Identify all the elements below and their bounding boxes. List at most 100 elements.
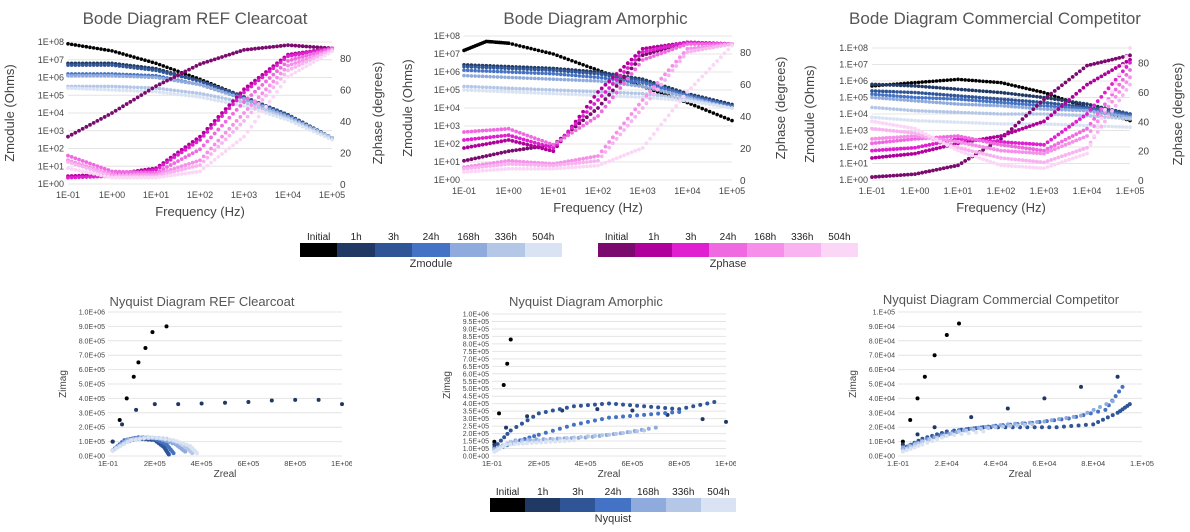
zphase-point: [462, 166, 466, 171]
zmodule-point: [888, 116, 892, 121]
zmodule-point: [895, 97, 899, 102]
zmodule-point: [84, 63, 89, 67]
zphase-point: [614, 78, 619, 82]
zmodule-point: [480, 88, 485, 93]
zphase-point: [963, 147, 968, 152]
zphase-point: [110, 169, 114, 174]
zphase-point: [1034, 159, 1039, 164]
nyquist-point: [1105, 415, 1110, 420]
zmodule-point: [715, 103, 719, 108]
zphase-point: [870, 148, 874, 153]
zphase-point: [633, 67, 638, 72]
zmodule-point: [648, 86, 652, 90]
zmodule-point: [110, 63, 114, 67]
nyquist-point: [340, 402, 344, 407]
zphase-point: [1020, 158, 1025, 163]
zphase-point: [1092, 124, 1097, 129]
nyquist-point: [543, 440, 548, 445]
zmodule-point: [618, 90, 623, 95]
zmodule-point: [999, 112, 1003, 116]
zphase-point: [956, 134, 960, 138]
nyquist-ref-clearcoat-chart: Nyquist Diagram REF Clearcoat0.0E+001.0E…: [58, 294, 352, 480]
zphase-point: [66, 134, 70, 139]
zmodule-point: [132, 74, 136, 79]
zphase-point: [1077, 69, 1082, 74]
zmodule-point: [518, 70, 522, 75]
zphase-point: [304, 64, 309, 69]
zphase-point: [154, 167, 158, 172]
y-tick-label: 1.E+05: [839, 93, 868, 103]
zphase-point: [510, 159, 515, 163]
zphase-point: [231, 143, 235, 148]
zphase-point: [966, 142, 971, 146]
zphase-point: [465, 158, 470, 162]
zphase-point: [267, 69, 272, 74]
zmodule-point: [949, 78, 953, 82]
zmodule-point: [480, 74, 485, 79]
zphase-point: [187, 171, 191, 175]
x-axis-label: Zreal: [1009, 469, 1032, 480]
zphase-point: [238, 91, 243, 96]
zphase-point: [941, 138, 946, 142]
nyquist-point: [504, 425, 509, 430]
zphase-point: [1103, 59, 1107, 64]
zmodule-point: [970, 78, 975, 83]
zphase-point: [517, 159, 522, 164]
zphase-point: [249, 110, 254, 115]
x-tick-label: 1E+02: [187, 190, 213, 200]
nyquist-point: [557, 426, 562, 431]
zphase-point: [495, 151, 500, 156]
zmodule-point: [711, 111, 716, 115]
zphase-point: [640, 53, 645, 58]
zphase-point: [491, 167, 496, 172]
zmodule-point: [499, 86, 504, 90]
zmodule-point: [77, 63, 81, 67]
zmodule-point: [577, 61, 582, 66]
zphase-point: [689, 46, 693, 51]
zmodule-point: [599, 76, 604, 80]
zphase-point: [902, 146, 907, 151]
zmodule-point: [640, 81, 645, 85]
zphase-point: [469, 137, 474, 142]
zphase-point: [599, 162, 604, 167]
zphase-point: [488, 135, 492, 140]
y-tick-label: 0.0E+00: [869, 454, 895, 461]
zmodule-point: [592, 67, 597, 71]
zphase-point: [625, 66, 630, 70]
nyquist-point: [698, 402, 703, 407]
zphase-point: [909, 126, 914, 130]
zmodule-point: [212, 84, 217, 89]
zphase-point: [220, 141, 224, 145]
zphase-point: [1120, 93, 1125, 98]
zphase-point: [1020, 150, 1025, 155]
zphase-point: [966, 156, 971, 161]
zmodule-point: [1085, 123, 1089, 128]
zphase-point: [1085, 82, 1089, 87]
zmodule-point: [696, 100, 701, 105]
zmodule-point: [945, 96, 950, 101]
zmodule-point: [77, 73, 81, 78]
zphase-point: [1042, 148, 1046, 153]
zphase-point: [260, 46, 265, 50]
zmodule-point: [1074, 113, 1079, 118]
zmodule-point: [495, 89, 500, 94]
nyquist-point: [628, 403, 633, 408]
zmodule-point: [938, 96, 942, 101]
zmodule-point: [150, 89, 155, 94]
zphase-point: [959, 146, 964, 151]
zmodule-point: [128, 74, 133, 79]
nyquist-point: [935, 437, 940, 442]
zphase-point: [525, 138, 530, 143]
zphase-point: [644, 56, 649, 61]
y-tick-label: 9.0E+05: [79, 324, 105, 331]
legend-label: 336h: [494, 232, 517, 243]
zmodule-point: [514, 66, 518, 71]
zphase-point: [462, 170, 466, 174]
zmodule-point: [1121, 125, 1125, 129]
zphase-point: [77, 168, 81, 173]
zphase-point: [648, 136, 653, 141]
zphase-point: [194, 137, 199, 142]
zphase-point: [194, 170, 199, 174]
zphase-point: [607, 100, 612, 104]
y-tick-label: 2.0E+05: [463, 431, 489, 438]
